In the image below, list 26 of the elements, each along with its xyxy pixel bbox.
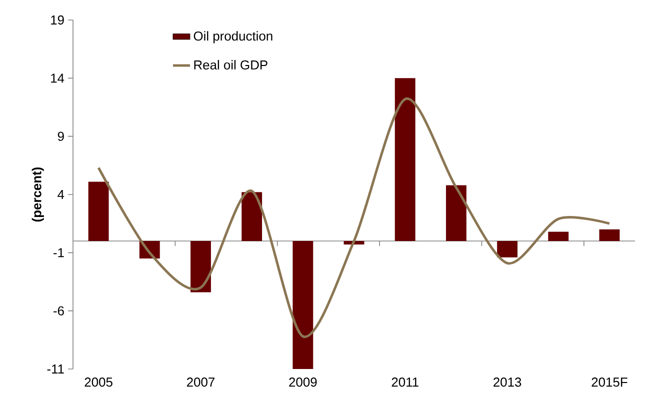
line-series <box>97 98 611 338</box>
x-tick-label: 2011 <box>392 378 418 387</box>
bar <box>446 185 466 242</box>
y-tick-label: -11 <box>47 364 64 374</box>
x-tick-label: 2015F <box>592 378 628 387</box>
legend-label: Real oil GDP <box>194 60 268 70</box>
bar <box>394 78 416 242</box>
y-tick-label: 14 <box>51 74 64 83</box>
legend-label: Oil production <box>194 31 272 44</box>
x-tick-label: 2009 <box>289 378 317 387</box>
bar <box>599 229 620 242</box>
x-tick-label: 2013 <box>494 378 522 387</box>
y-tick-label: 9 <box>58 132 64 141</box>
bar <box>190 241 211 292</box>
x-tick-label: 2007 <box>186 378 214 387</box>
y-tick-label: 4 <box>58 190 64 199</box>
y-tick-label: -1 <box>54 248 64 258</box>
bar <box>88 182 109 242</box>
x-tick-label: 2005 <box>84 378 112 387</box>
y-tick-label: 19 <box>51 15 64 25</box>
bar <box>497 241 518 258</box>
y-axis-title: (percent) <box>32 167 44 222</box>
bar <box>292 241 314 369</box>
bar <box>548 232 569 242</box>
bar <box>242 192 262 242</box>
y-tick-label: -6 <box>54 306 64 316</box>
